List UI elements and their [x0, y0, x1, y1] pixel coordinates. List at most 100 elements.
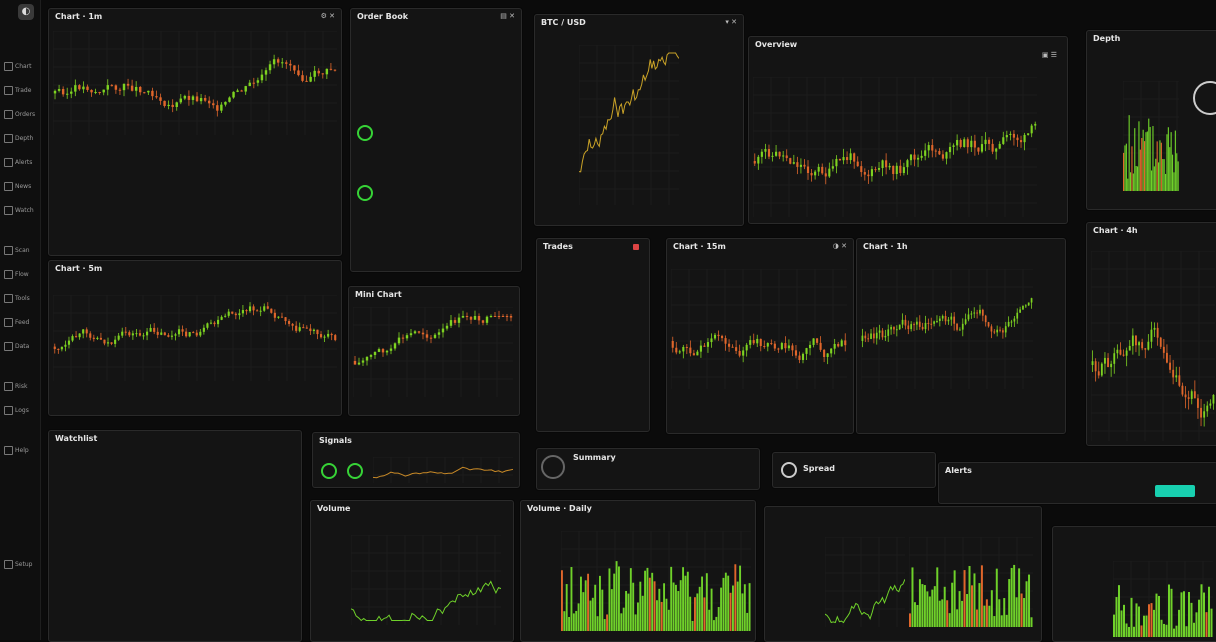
sidebar-item-logs[interactable]: Logs [4, 406, 36, 418]
volume-bar [978, 583, 981, 627]
volume-bar [948, 613, 951, 627]
candle [794, 344, 798, 359]
news-icon [4, 182, 13, 191]
volume-bar [1018, 568, 1021, 627]
flow-icon [4, 270, 13, 279]
volume-bar [1123, 604, 1125, 637]
alert-icon [633, 244, 639, 250]
candle [329, 62, 333, 71]
sidebar-item-tools[interactable]: Tools [4, 294, 36, 306]
app-logo[interactable]: ◐ [18, 4, 34, 20]
panel-controls[interactable]: ⚙ ✕ [320, 12, 335, 20]
candle [449, 315, 453, 328]
sidebar-item-trade[interactable]: Trade [4, 86, 36, 98]
chart-icon [4, 62, 13, 71]
candle [1153, 322, 1156, 337]
sidebar-item-setup[interactable]: Setup [4, 560, 36, 572]
candle [241, 305, 244, 317]
candle [302, 324, 305, 329]
panel-title: Volume · Daily [527, 504, 592, 513]
volume-bar [1153, 609, 1155, 637]
sidebar-item-risk[interactable]: Risk [4, 382, 36, 394]
candle [220, 315, 223, 321]
candle [501, 314, 505, 317]
volume-bar [1118, 585, 1120, 637]
volume-bar [1190, 602, 1193, 637]
volume-bar [1163, 623, 1165, 637]
sidebar-item-news[interactable]: News [4, 182, 36, 194]
status-ring-icon [321, 463, 337, 479]
volume-chart [1113, 561, 1213, 637]
sidebar-item-flow[interactable]: Flow [4, 270, 36, 282]
volume-bar [971, 585, 973, 627]
candle [224, 313, 227, 318]
candle [875, 327, 878, 345]
data-icon [4, 342, 13, 351]
candle [277, 316, 280, 319]
volume-bar [591, 597, 594, 631]
volume-bar [632, 582, 635, 631]
volume-bar [665, 598, 668, 631]
volume-bar [946, 600, 949, 627]
sidebar-item-orders[interactable]: Orders [4, 110, 36, 122]
candle [1007, 316, 1010, 328]
tools-icon [4, 294, 13, 303]
panel-controls[interactable]: ▤ ✕ [500, 12, 515, 20]
candle [206, 322, 209, 330]
candle [826, 353, 829, 365]
candle [381, 348, 385, 357]
sidebar-item-watch[interactable]: Watch [4, 206, 36, 218]
volume-bar [568, 616, 571, 631]
sidebar-item-depth[interactable]: Depth [4, 134, 36, 146]
panel-controls[interactable]: ◑ ✕ [832, 242, 847, 250]
sidebar-item-data[interactable]: Data [4, 342, 36, 354]
candle [924, 315, 927, 334]
candle [993, 329, 996, 335]
candle [902, 162, 905, 176]
panel-controls[interactable]: ▾ ✕ [725, 18, 737, 26]
candle [220, 102, 223, 114]
candle [906, 158, 909, 175]
candle [1178, 366, 1181, 388]
sidebar-item-label: Logs [15, 407, 29, 414]
volume-bar [1165, 173, 1167, 191]
candle [114, 335, 117, 348]
candle [689, 340, 692, 357]
candle [457, 313, 461, 328]
sidebar-item-scan[interactable]: Scan [4, 246, 36, 258]
volume-bar [1170, 132, 1172, 191]
scanner-icon [4, 246, 13, 255]
sidebar-item-chart[interactable]: Chart [4, 62, 36, 74]
series-line [579, 52, 679, 173]
sidebar-item-feed[interactable]: Feed [4, 318, 36, 330]
candle [846, 151, 849, 165]
volume-bar [572, 613, 575, 631]
candle [313, 65, 316, 82]
candle [685, 344, 688, 355]
candle [1091, 350, 1094, 373]
candle [156, 327, 159, 339]
candlestick-chart [53, 31, 337, 135]
candle [764, 143, 767, 159]
volume-bar [1160, 619, 1163, 637]
sidebar-item-alerts[interactable]: Alerts [4, 158, 36, 170]
candle [57, 84, 61, 93]
volume-bar [1153, 166, 1155, 191]
candle [245, 309, 248, 315]
sidebar-item-help[interactable]: Help [4, 446, 36, 458]
candle [888, 162, 891, 170]
panel-controls[interactable]: ▣ ☰ [1041, 51, 1057, 59]
candle [85, 327, 88, 338]
candle [760, 148, 763, 164]
candle [742, 346, 745, 363]
candle [357, 357, 361, 366]
volume-bar [670, 566, 673, 631]
candle [228, 96, 231, 103]
volume-bar [1210, 608, 1213, 637]
candle [817, 163, 820, 176]
candle [984, 132, 987, 152]
confirm-button[interactable] [1155, 485, 1195, 497]
candle [947, 317, 950, 325]
volume-panel-2 [764, 506, 1042, 642]
volume-bar [926, 591, 929, 627]
